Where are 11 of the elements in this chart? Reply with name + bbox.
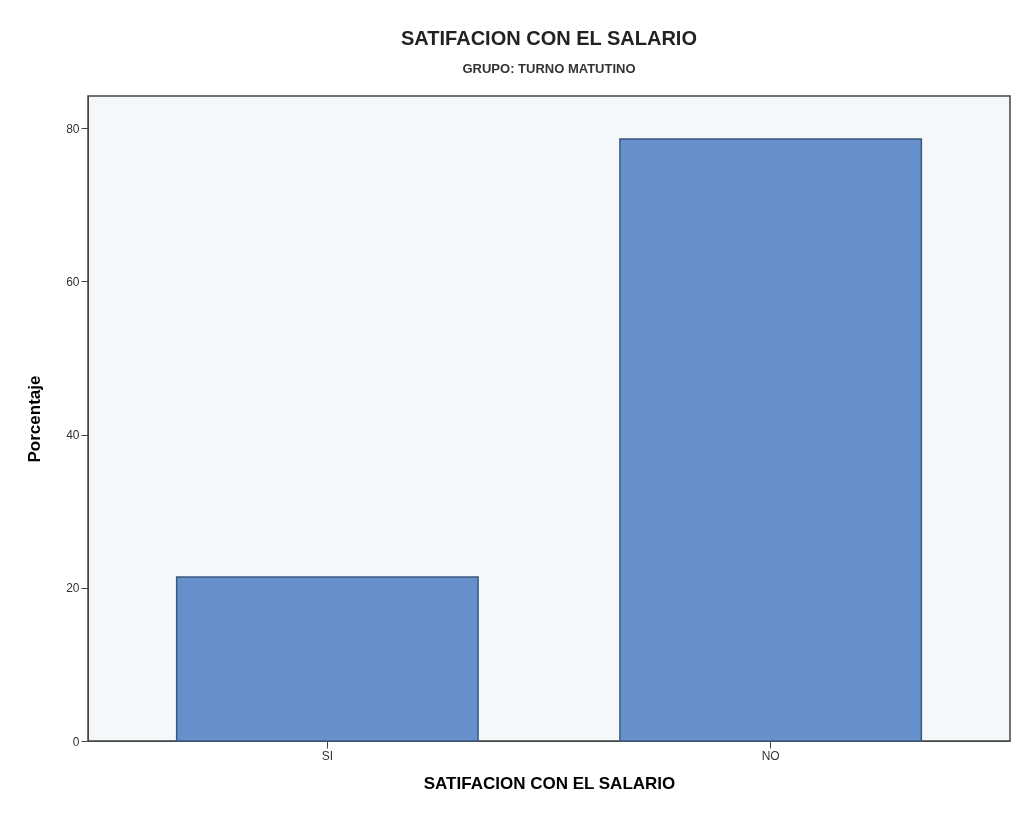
chart-title: SATIFACION CON EL SALARIO bbox=[401, 27, 697, 49]
x-axis-title: SATIFACION CON EL SALARIO bbox=[423, 773, 676, 793]
x-tick-label: NO bbox=[761, 748, 780, 763]
chart-subtitle: GRUPO: TURNO MATUTINO bbox=[462, 61, 636, 76]
y-axis-title: Porcentaje bbox=[25, 375, 45, 463]
y-tick-label: 60 bbox=[66, 274, 80, 289]
y-tick-label: 0 bbox=[72, 734, 80, 749]
x-tick-label: SI bbox=[321, 748, 334, 763]
y-tick-label: 20 bbox=[66, 581, 80, 596]
y-tick-label: 80 bbox=[66, 121, 80, 136]
y-tick-label: 40 bbox=[66, 428, 80, 443]
